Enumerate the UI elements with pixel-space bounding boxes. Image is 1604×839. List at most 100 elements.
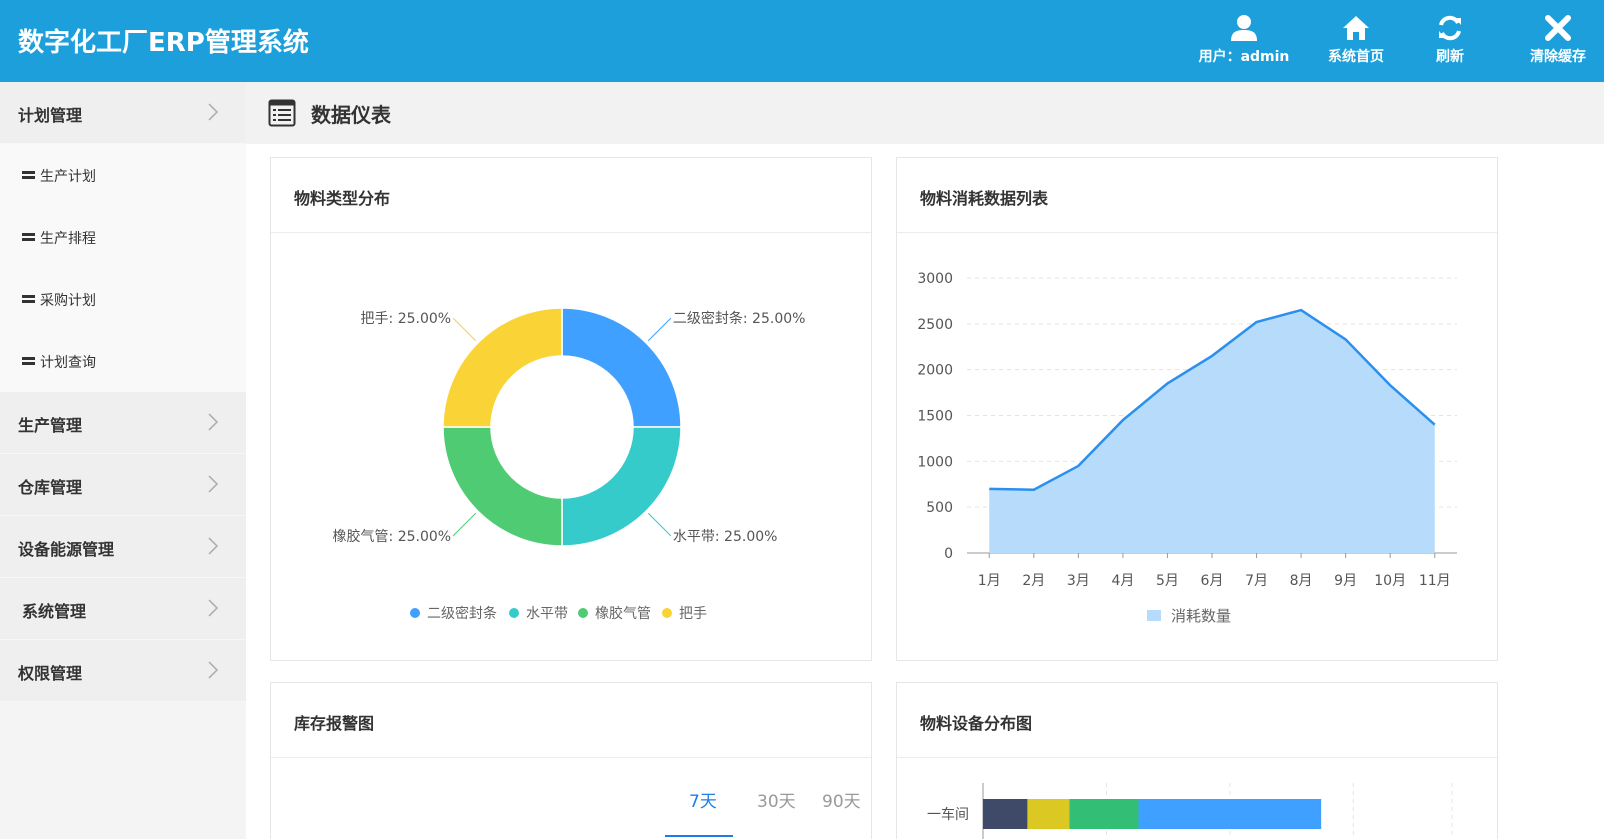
legend-label[interactable]: 二级密封条 [427, 605, 497, 622]
user-button[interactable]: 用户：admin [1196, 12, 1292, 72]
sidebar-item-purchase-plan[interactable]: 采购计划 [0, 268, 246, 330]
home-icon [1343, 16, 1369, 40]
user-icon [1231, 15, 1257, 41]
legend-label[interactable]: 消耗数量 [1171, 607, 1231, 625]
x-tick-label: 9月 [1334, 573, 1357, 589]
tab-90-days[interactable]: 90天 [822, 792, 861, 812]
card-title: 物料消耗数据列表 [920, 189, 1049, 208]
x-tick-label: 3月 [1067, 573, 1090, 589]
sidebar-group-label: 系统管理 [22, 602, 87, 621]
app-title: 数字化工厂ERP管理系统 [18, 28, 309, 58]
x-tick-label: 10月 [1374, 573, 1406, 589]
slice-label: 橡胶气管: 25.00% [333, 528, 452, 545]
x-tick-label: 4月 [1111, 573, 1134, 589]
x-tick-label: 8月 [1290, 573, 1313, 589]
sidebar-item-plan-query[interactable]: 计划查询 [0, 330, 246, 392]
sidebar-submenu-plan: 生产计划 生产排程 采购计划 计划查询 [0, 144, 246, 392]
donut-slice[interactable] [442, 426, 563, 547]
bar-segment[interactable] [1138, 799, 1322, 829]
slice-label-line [452, 512, 477, 537]
sidebar-group-system[interactable]: 系统管理 [0, 578, 246, 640]
slice-label: 把手: 25.00% [361, 311, 452, 327]
donut-slice[interactable] [442, 307, 563, 428]
list-icon [22, 357, 35, 367]
list-icon [22, 233, 35, 243]
slice-label: 二级密封条: 25.00% [673, 310, 806, 327]
refresh-icon [1439, 15, 1461, 41]
x-tick-label: 6月 [1201, 573, 1224, 589]
sidebar-group-label: 设备能源管理 [18, 540, 115, 559]
chevron-right-icon [208, 413, 219, 431]
sidebar-group-equipment-energy[interactable]: 设备能源管理 [0, 516, 246, 578]
list-icon [22, 295, 35, 305]
tab-7-days[interactable]: 7天 [689, 792, 717, 812]
sidebar-item-label: 计划查询 [40, 355, 96, 371]
stacked-bar-chart: 一车间 [927, 783, 1453, 839]
x-tick-label: 7月 [1245, 573, 1268, 589]
slice-label-line [647, 317, 672, 342]
chevron-right-icon [208, 537, 219, 555]
legend-marker [662, 608, 672, 618]
card-divider [897, 757, 1497, 758]
donut-slice[interactable] [561, 426, 682, 547]
main-content: 数据仪表 物料类型分布 二级密封条: 25.00% 水平带: 25.00% 橡胶气管… [246, 82, 1604, 839]
sidebar-group-label: 计划管理 [18, 106, 83, 125]
list-icon [22, 171, 35, 181]
top-header: 数字化工厂ERP管理系统 用户：admin 系统首页 刷新 清除缓存 [0, 0, 1604, 82]
legend-marker [1147, 610, 1161, 621]
sidebar-group-production[interactable]: 生产管理 [0, 392, 246, 454]
card-title: 物料设备分布图 [920, 714, 1033, 733]
sidebar-item-production-schedule[interactable]: 生产排程 [0, 206, 246, 268]
bar-segment[interactable] [983, 799, 1028, 829]
sidebar-item-production-plan[interactable]: 生产计划 [0, 144, 246, 206]
bar-segment[interactable] [1069, 799, 1139, 829]
y-tick-label: 1500 [917, 409, 953, 425]
legend-label[interactable]: 把手 [679, 606, 707, 622]
clear-cache-button[interactable]: 清除缓存 [1518, 12, 1598, 72]
chevron-right-icon [208, 475, 219, 493]
close-icon [1545, 15, 1571, 41]
sidebar-group-permission[interactable]: 权限管理 [0, 640, 246, 702]
stock-alarm-card: 库存报警图 7天 30天 90天 [270, 682, 872, 839]
slice-label-line [452, 317, 477, 342]
sidebar: 计划管理 生产计划 生产排程 采购计划 计划查询 生产管理 仓库管理 设备能源管… [0, 82, 246, 839]
chevron-right-icon [208, 103, 219, 121]
area-fill [989, 310, 1435, 553]
home-label: 系统首页 [1328, 49, 1384, 65]
material-consumption-card: 物料消耗数据列表 0 500 1000 1500 2000 2500 3000 1月 2月 3月 4… [896, 157, 1498, 661]
x-tick-label: 11月 [1419, 573, 1451, 589]
slice-label-line [647, 512, 672, 537]
legend-marker [509, 608, 519, 618]
dashboard-list-icon [268, 99, 296, 127]
card-title: 库存报警图 [294, 714, 375, 733]
sidebar-group-label: 权限管理 [18, 664, 83, 683]
card-title: 物料类型分布 [294, 189, 391, 208]
tab-30-days[interactable]: 30天 [757, 792, 796, 812]
donut-chart: 二级密封条: 25.00% 水平带: 25.00% 橡胶气管: 25.00% 把手: … [333, 307, 806, 622]
donut-slice[interactable] [561, 307, 682, 428]
legend-marker [578, 608, 588, 618]
home-button[interactable]: 系统首页 [1316, 12, 1396, 72]
y-tick-label: 2500 [917, 317, 953, 333]
sidebar-group-warehouse[interactable]: 仓库管理 [0, 454, 246, 516]
refresh-label: 刷新 [1436, 49, 1464, 65]
material-type-card: 物料类型分布 二级密封条: 25.00% 水平带: 25.00% 橡胶气管: 25.… [270, 157, 872, 661]
y-tick-label: 3000 [917, 271, 953, 287]
sidebar-item-label: 生产排程 [40, 231, 96, 247]
series-line [989, 308, 1436, 492]
bar-segment[interactable] [1027, 799, 1070, 829]
x-tick-label: 1月 [978, 573, 1001, 589]
legend-label[interactable]: 水平带 [526, 606, 568, 622]
y-tick-label: 500 [926, 500, 953, 516]
y-tick-label: 一车间 [927, 806, 969, 823]
card-divider [271, 757, 871, 758]
sidebar-group-plan[interactable]: 计划管理 [0, 82, 246, 144]
refresh-button[interactable]: 刷新 [1420, 12, 1480, 72]
legend-marker [410, 608, 420, 618]
slice-label: 水平带: 25.00% [673, 529, 778, 545]
legend-label[interactable]: 橡胶气管 [595, 605, 651, 622]
sidebar-item-label: 生产计划 [40, 169, 96, 185]
sidebar-group-label: 生产管理 [18, 416, 83, 435]
chevron-right-icon [208, 599, 219, 617]
equipment-distribution-card: 物料设备分布图 一车间 [896, 682, 1498, 839]
